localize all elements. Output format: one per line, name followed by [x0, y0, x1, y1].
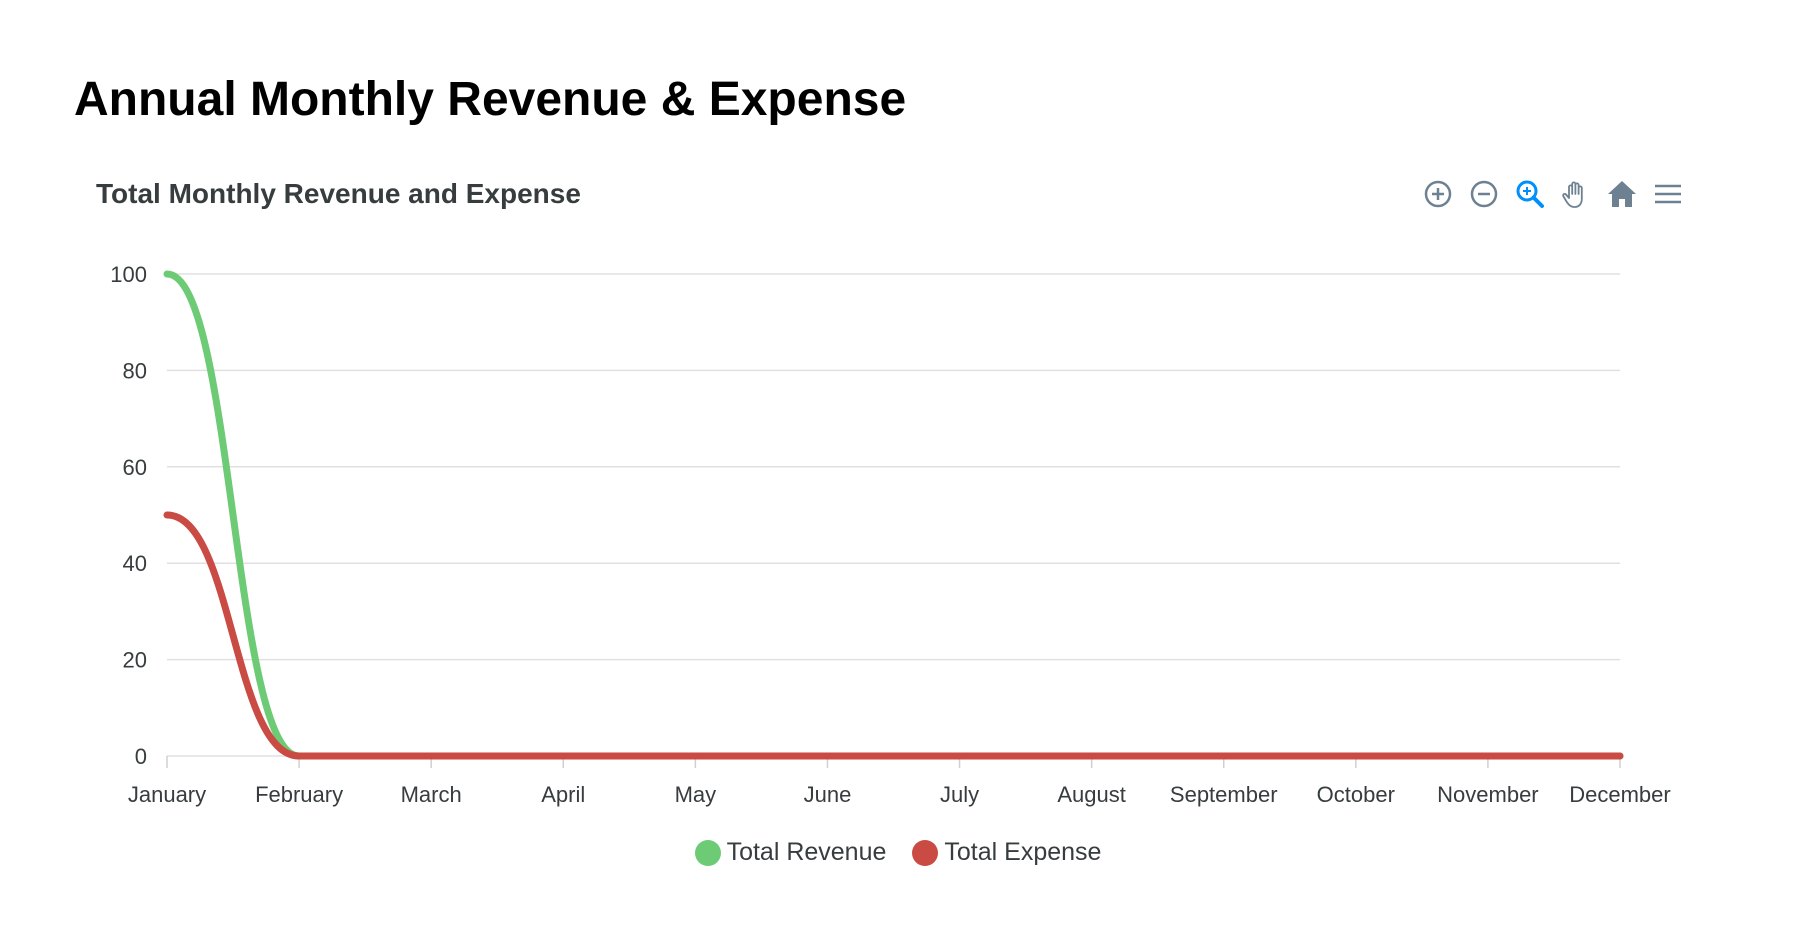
zoom-out-button[interactable] — [1466, 176, 1502, 212]
x-tick-label: February — [255, 782, 343, 807]
pan-hand-icon — [1562, 181, 1583, 208]
y-tick-label: 20 — [123, 648, 147, 673]
x-tick-label: March — [401, 782, 462, 807]
page-title: Annual Monthly Revenue & Expense — [74, 73, 907, 126]
y-tick-label: 80 — [123, 358, 147, 383]
zoom-in-icon — [1424, 180, 1452, 208]
x-tick-label: November — [1437, 782, 1538, 807]
legend-item-total-expense[interactable]: Total Expense — [912, 838, 1101, 867]
x-tick-label: June — [804, 782, 852, 807]
selection-zoom-button[interactable] — [1512, 176, 1548, 212]
x-tick-label: July — [940, 782, 979, 807]
legend-marker — [912, 839, 939, 866]
x-tick-label: April — [541, 782, 585, 807]
y-tick-label: 100 — [110, 262, 147, 287]
selection-zoom-icon — [1516, 180, 1544, 208]
legend-marker — [694, 839, 721, 866]
legend-item-total-revenue[interactable]: Total Revenue — [694, 838, 887, 867]
chart-title: Total Monthly Revenue and Expense — [96, 178, 581, 209]
zoom-out-icon — [1470, 180, 1498, 208]
zoom-in-button[interactable] — [1420, 176, 1456, 212]
pan-button[interactable] — [1558, 176, 1594, 212]
menu-icon — [1655, 184, 1681, 204]
legend-label: Total Revenue — [726, 838, 887, 866]
menu-button[interactable] — [1650, 176, 1686, 212]
reset-zoom-button[interactable] — [1604, 176, 1640, 212]
x-tick-label: August — [1057, 782, 1126, 807]
chart-legend: Total Revenue Total Expense — [0, 838, 1796, 867]
x-tick-label: September — [1170, 782, 1278, 807]
y-tick-label: 60 — [123, 455, 147, 480]
x-tick-label: October — [1317, 782, 1395, 807]
chart-toolbar — [1420, 174, 1686, 214]
x-tick-label: December — [1569, 782, 1670, 807]
legend-label: Total Expense — [944, 838, 1102, 866]
x-tick-label: May — [675, 782, 717, 807]
y-tick-label: 40 — [123, 551, 147, 576]
y-tick-label: 0 — [135, 744, 147, 769]
reset-home-icon — [1608, 181, 1636, 207]
x-tick-label: January — [128, 782, 206, 807]
series-line-total-revenue — [163, 270, 1624, 760]
series-line-total-expense — [163, 511, 1624, 760]
